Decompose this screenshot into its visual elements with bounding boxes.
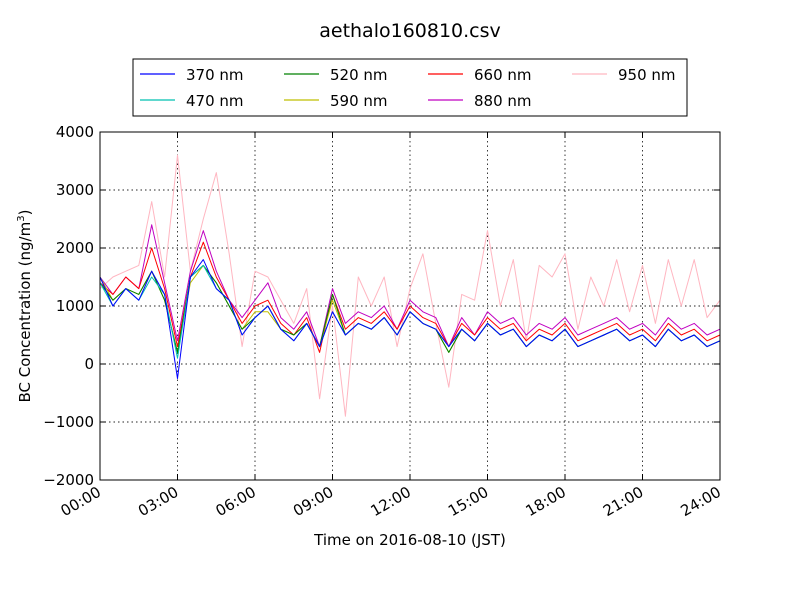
legend-label: 950 nm: [618, 66, 676, 84]
x-axis-label: Time on 2016-08-10 (JST): [313, 531, 506, 549]
x-tick-label: 15:00: [445, 483, 491, 520]
series-line-950-nm: [99, 154, 721, 417]
ticks: [99, 131, 721, 481]
legend-label: 590 nm: [330, 92, 388, 110]
y-tick-label: 4000: [56, 123, 94, 141]
x-tick-label: 03:00: [135, 483, 181, 520]
legend: 370 nm 470 nm 520 nm 590 nm 660 nm 880 nm 950 …: [132, 58, 688, 117]
y-tick-label: 1000: [56, 297, 94, 315]
series-lines: [99, 154, 721, 417]
x-tick-label: 06:00: [213, 483, 259, 520]
y-tick-label: 2000: [56, 239, 94, 257]
x-tick-label: 09:00: [290, 483, 336, 520]
legend-label: 660 nm: [474, 66, 532, 84]
y-axis-label: BC Concentration (ng/m3): [16, 210, 34, 403]
legend-label: 370 nm: [186, 66, 244, 84]
x-tick-label: 18:00: [523, 483, 569, 520]
y-tick-label: −2000: [43, 471, 94, 489]
y-tick-label: 3000: [56, 181, 94, 199]
y-tick-labels: −2000 −1000 0 1000 2000 3000 4000: [43, 123, 94, 489]
legend-label: 520 nm: [330, 66, 388, 84]
x-tick-label: 24:00: [678, 483, 724, 520]
x-tick-label: 21:00: [600, 483, 646, 520]
legend-label: 470 nm: [186, 92, 244, 110]
x-tick-label: 12:00: [368, 483, 414, 520]
x-tick-labels: 00:00 03:00 06:00 09:00 12:00 15:00 18:00 21:00…: [58, 483, 724, 520]
legend-box: [132, 58, 688, 117]
legend-label: 880 nm: [474, 92, 532, 110]
series-line-660-nm: [99, 241, 721, 353]
series-line-370-nm: [99, 259, 721, 379]
y-tick-label: 0: [84, 355, 94, 373]
chart-title: aethalo160810.csv: [319, 20, 501, 42]
y-tick-label: −1000: [43, 413, 94, 431]
series-line-880-nm: [99, 224, 721, 348]
